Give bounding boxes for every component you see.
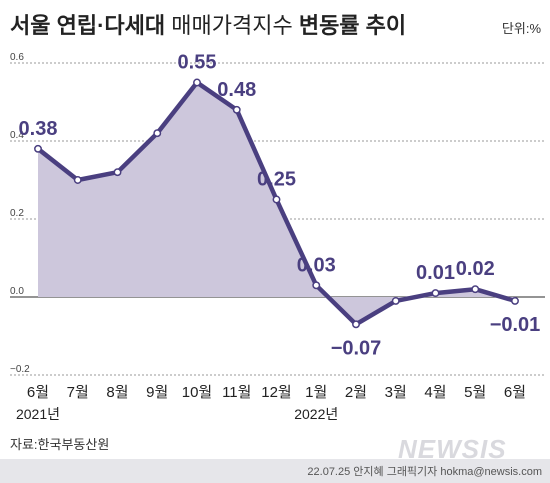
data-label: 0.38	[19, 118, 58, 140]
x-tick-label: 6월	[504, 384, 526, 401]
data-point	[193, 78, 201, 87]
title-row: 서울 연립·다세대 매매가격지수 변동률 추이 단위:%	[10, 6, 545, 38]
year-label: 2021년	[16, 406, 60, 422]
data-point	[34, 144, 42, 153]
x-tick-label: 5월	[464, 384, 486, 401]
unit-label: 단위:%	[501, 21, 541, 36]
data-point	[153, 129, 162, 138]
footer-bar: 22.07.25 안지혜 그래픽기자 hokma@newsis.com	[0, 459, 550, 483]
y-tick-label: 0.0	[10, 286, 24, 297]
x-tick-label: 11월	[222, 384, 251, 401]
data-label: 0.55	[178, 52, 217, 74]
data-point	[471, 285, 480, 294]
year-label: 2022년	[294, 406, 338, 422]
x-tick-label: 1월	[305, 384, 327, 401]
y-tick-label: −0.2	[10, 364, 30, 375]
x-tick-label: 2월	[345, 384, 367, 401]
x-tick-label: 3월	[385, 384, 407, 401]
data-label: 0.03	[297, 254, 336, 276]
x-tick-label: 9월	[146, 384, 168, 401]
data-label: 0.02	[456, 258, 495, 280]
data-point	[232, 105, 241, 114]
y-tick-label: 0.6	[10, 52, 24, 63]
data-point	[73, 176, 82, 184]
data-label: −0.01	[490, 314, 541, 336]
x-tick-label: 12월	[261, 384, 292, 401]
x-tick-label: 4월	[424, 384, 446, 401]
chart-title: 서울 연립·다세대 매매가격지수 변동률 추이	[10, 8, 406, 40]
title-part-2: 매매가격지수	[171, 13, 293, 38]
y-tick-label: 0.2	[10, 208, 24, 219]
x-tick-label: 7월	[67, 384, 89, 401]
data-point	[352, 320, 360, 329]
data-label: 0.48	[217, 79, 256, 101]
data-point	[272, 195, 281, 204]
data-label: −0.07	[331, 337, 382, 359]
title-part-1: 서울 연립·다세대	[10, 13, 166, 38]
title-part-3: 변동률 추이	[298, 13, 407, 38]
data-point	[113, 168, 122, 177]
data-point	[312, 281, 321, 290]
data-point	[391, 296, 400, 305]
x-tick-label: 10월	[182, 384, 213, 401]
data-point	[511, 296, 519, 305]
data-point	[431, 289, 440, 298]
x-tick-label: 8월	[106, 384, 128, 401]
x-tick-label: 6월	[27, 384, 49, 401]
source-label: 자료:한국부동산원	[10, 437, 110, 452]
data-label: 0.01	[416, 262, 455, 284]
y-tick-label: 0.4	[10, 130, 24, 141]
data-label: 0.25	[257, 169, 296, 191]
credit-label: 22.07.25 안지혜 그래픽기자 hokma@newsis.com	[307, 466, 542, 478]
